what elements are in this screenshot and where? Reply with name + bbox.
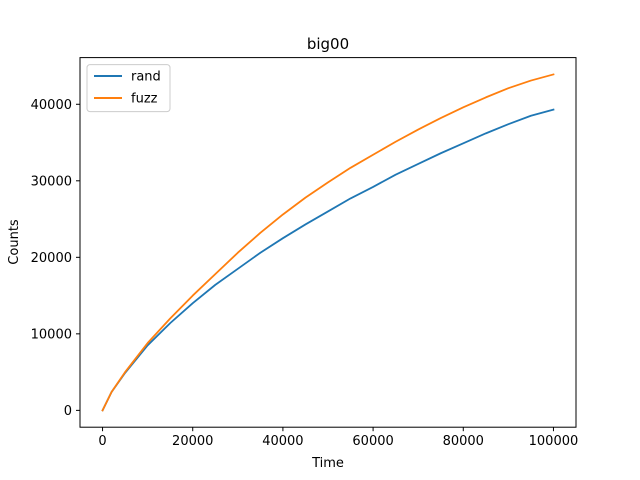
series-line-rand xyxy=(101,108,555,412)
x-tick-label: 100000 xyxy=(529,434,579,449)
x-tick-label: 0 xyxy=(98,434,106,449)
legend: rand fuzz xyxy=(86,64,171,113)
x-axis-ticks: 0 20000 40000 60000 80000 100000 xyxy=(98,427,578,449)
y-tick-label: 40000 xyxy=(31,98,72,113)
y-tick-label: 30000 xyxy=(31,174,72,189)
plot-frame xyxy=(79,57,577,428)
legend-label-rand: rand xyxy=(131,70,161,85)
x-axis-label: Time xyxy=(311,456,344,471)
legend-label-fuzz: fuzz xyxy=(131,92,158,107)
y-tick-label: 0 xyxy=(64,404,72,419)
x-tick-label: 40000 xyxy=(262,434,303,449)
y-tick-label: 10000 xyxy=(31,327,72,342)
x-tick-label: 60000 xyxy=(352,434,393,449)
y-tick-label: 20000 xyxy=(31,251,72,266)
chart-title: big00 xyxy=(307,35,349,53)
x-tick-label: 20000 xyxy=(172,434,213,449)
series-line-fuzz xyxy=(101,73,555,412)
x-tick-label: 80000 xyxy=(443,434,484,449)
y-axis-label: Counts xyxy=(7,219,22,265)
series-lines xyxy=(101,73,555,412)
y-axis-ticks: 0 10000 20000 30000 40000 xyxy=(31,98,80,419)
